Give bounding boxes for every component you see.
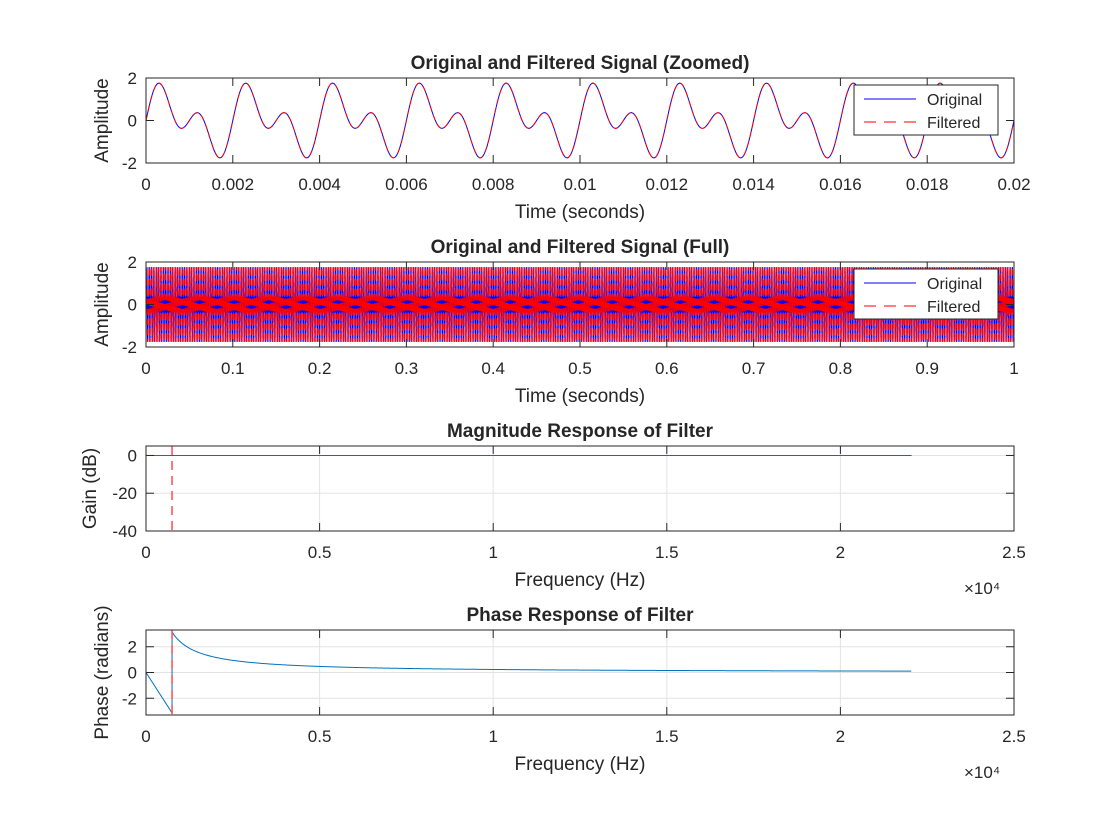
x-tick-label: 0.014 bbox=[732, 175, 775, 194]
x-exponent-label: ×10⁴ bbox=[964, 579, 1000, 598]
x-tick-label: 0.002 bbox=[212, 175, 255, 194]
legend-box bbox=[853, 84, 999, 136]
series-line-filtered bbox=[146, 82, 1014, 159]
x-tick-label: 0.6 bbox=[655, 359, 679, 378]
y-tick-label: -2 bbox=[122, 338, 137, 357]
legend: Original Filtered bbox=[853, 84, 999, 136]
x-tick-label: 0 bbox=[141, 175, 150, 194]
x-tick-label: 0.8 bbox=[829, 359, 853, 378]
x-axis-label: Time (seconds) bbox=[515, 202, 645, 223]
x-tick-label: 1 bbox=[1009, 359, 1018, 378]
x-tick-label: 0.004 bbox=[298, 175, 341, 194]
x-tick-label: 0 bbox=[141, 727, 150, 746]
y-tick-label: -40 bbox=[112, 522, 137, 541]
y-tick-label: 0 bbox=[128, 664, 137, 683]
x-tick-label: 2.5 bbox=[1002, 727, 1026, 746]
x-tick-label: 2 bbox=[836, 543, 845, 562]
x-tick-label: 2.5 bbox=[1002, 543, 1026, 562]
x-tick-label: 0 bbox=[141, 359, 150, 378]
x-tick-label: 2 bbox=[836, 727, 845, 746]
x-tick-label: 0.02 bbox=[997, 175, 1030, 194]
x-tick-label: 0 bbox=[141, 543, 150, 562]
x-tick-label: 0.2 bbox=[308, 359, 332, 378]
subplot-1: 0 0.002 0.004 0.006 0.008 0.01 0.012 0.014 0.016… bbox=[92, 53, 1031, 223]
y-tick-label: 0 bbox=[128, 446, 137, 465]
x-axis-label: Frequency (Hz) bbox=[515, 754, 646, 775]
data-layer bbox=[146, 446, 912, 531]
x-tick-label: 0.7 bbox=[742, 359, 766, 378]
x-tick-label: 0.3 bbox=[395, 359, 419, 378]
x-tick-label: 1 bbox=[488, 543, 497, 562]
x-tick-label: 0.1 bbox=[221, 359, 245, 378]
y-tick-label: -2 bbox=[122, 689, 137, 708]
legend: Original Filtered bbox=[853, 268, 999, 320]
x-exponent-label: ×10⁴ bbox=[964, 763, 1000, 782]
subplot-3: 0 0.5 1 1.5 2 2.5 0 -20 -40 Magnitude Response of… bbox=[80, 421, 1026, 598]
x-tick-label: 1 bbox=[488, 727, 497, 746]
axes-box bbox=[145, 445, 1015, 532]
x-tick-label: 0.006 bbox=[385, 175, 428, 194]
y-tick-label: -20 bbox=[112, 484, 137, 503]
x-tick-label: 1.5 bbox=[655, 543, 679, 562]
data-layer bbox=[146, 630, 912, 715]
y-tick-label: -2 bbox=[122, 154, 137, 173]
legend-label-original: Original bbox=[927, 92, 982, 109]
chart-title: Original and Filtered Signal (Full) bbox=[431, 237, 730, 258]
chart-title: Original and Filtered Signal (Zoomed) bbox=[411, 53, 750, 74]
legend-label-filtered: Filtered bbox=[927, 299, 980, 316]
x-tick-label: 0.016 bbox=[819, 175, 862, 194]
x-tick-label: 1.5 bbox=[655, 727, 679, 746]
x-tick-label: 0.9 bbox=[915, 359, 939, 378]
legend-label-original: Original bbox=[927, 276, 982, 293]
y-axis-label: Amplitude bbox=[92, 78, 113, 163]
legend-label-filtered: Filtered bbox=[927, 115, 980, 132]
x-tick-label: 0.5 bbox=[308, 543, 332, 562]
y-axis-label: Gain (dB) bbox=[80, 448, 101, 529]
x-axis-label: Time (seconds) bbox=[515, 386, 645, 407]
y-axis-label: Phase (radians) bbox=[92, 605, 113, 739]
x-tick-label: 0.5 bbox=[568, 359, 592, 378]
y-tick-label: 0 bbox=[128, 296, 137, 315]
y-tick-label: 0 bbox=[128, 112, 137, 131]
x-tick-label: 0.01 bbox=[563, 175, 596, 194]
plot-area bbox=[146, 446, 1014, 531]
chart-title: Magnitude Response of Filter bbox=[447, 421, 714, 442]
y-tick-label: 2 bbox=[128, 638, 137, 657]
series-line-response bbox=[146, 630, 912, 715]
chart-title: Phase Response of Filter bbox=[466, 605, 694, 626]
x-axis-label: Frequency (Hz) bbox=[515, 570, 646, 591]
legend-box bbox=[853, 268, 999, 320]
x-tick-label: 0.008 bbox=[472, 175, 515, 194]
x-tick-label: 0.4 bbox=[481, 359, 505, 378]
x-tick-label: 0.018 bbox=[906, 175, 949, 194]
y-axis-label: Amplitude bbox=[92, 262, 113, 347]
subplot-2: 0 0.1 0.2 0.3 0.4 0.5 0.6 0.7 0.8 0.9 1-202Origina… bbox=[92, 237, 1019, 407]
y-tick-label: 2 bbox=[128, 69, 137, 88]
x-tick-label: 0.012 bbox=[646, 175, 689, 194]
y-tick-label: 2 bbox=[128, 253, 137, 272]
x-tick-label: 0.5 bbox=[308, 727, 332, 746]
